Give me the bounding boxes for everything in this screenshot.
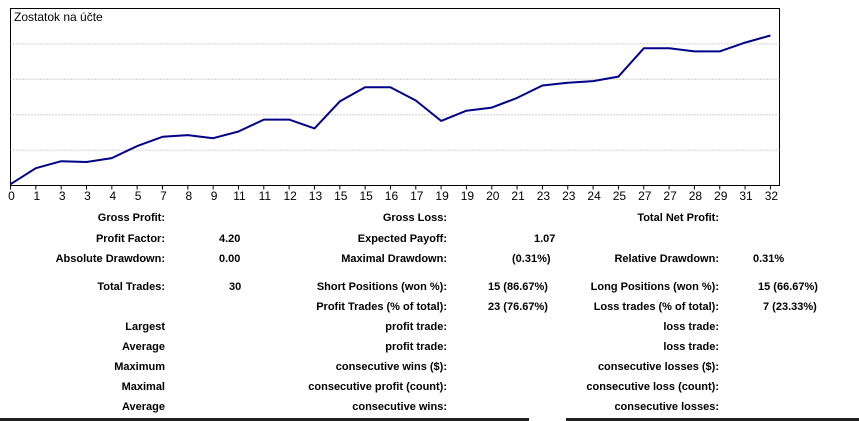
row-label-largest-loss: loss trade: [663, 321, 719, 333]
short-positions-value: 15 (86.67%) [488, 281, 548, 293]
absolute-drawdown-label: Absolute Drawdown: [55, 253, 165, 265]
profit-trades-label: Profit Trades (% of total): [316, 301, 447, 313]
short-positions-label: Short Positions (won %): [316, 281, 447, 293]
plot-area [10, 8, 780, 186]
row-label-largest-profit: profit trade: [385, 321, 447, 333]
row-label-maximum: Maximum [114, 361, 165, 373]
gross-loss-label: Gross Loss: [382, 212, 447, 224]
total-net-profit-label: Total Net Profit: [637, 212, 719, 224]
long-positions-label: Long Positions (won %): [590, 281, 719, 293]
row-label-average-consecutive: Average [121, 401, 165, 413]
long-positions-value: 15 (66.67%) [758, 281, 818, 293]
total-trades-value: 30 [229, 281, 242, 293]
x-tick-label-2: 3 [59, 189, 66, 203]
x-tick-label-23: 24 [587, 189, 601, 203]
row-label-consecutive-loss-count: consecutive loss (count): [586, 381, 719, 393]
row-label-avg-consecutive-wins: consecutive wins: [352, 401, 447, 413]
x-tick-label-29: 31 [739, 189, 753, 203]
total-trades-label: Total Trades: [97, 281, 165, 293]
expected-payoff-value: 1.07 [534, 233, 556, 245]
x-tick-label-8: 9 [211, 189, 218, 203]
x-tick-label-20: 21 [511, 189, 525, 203]
absolute-drawdown-value: 0.00 [219, 253, 241, 265]
gross-profit-label: Gross Profit: [97, 212, 165, 224]
x-tick-label-28: 29 [714, 189, 728, 203]
loss-trades-value: 7 (23.33%) [763, 301, 817, 313]
x-tick-label-15: 16 [385, 189, 399, 203]
x-tick-label-9: 11 [233, 189, 246, 203]
x-tick-label-24: 25 [613, 189, 627, 203]
x-tick-label-18: 19 [461, 189, 475, 203]
row-label-largest: Largest [125, 321, 165, 333]
balance-chart: Zostatok na účte 0 1 3 3 4 5 7 8 9 11 11 12 13 15 15 16… [0, 0, 859, 206]
x-tick-label-4: 4 [109, 189, 116, 203]
series-layer [9, 34, 771, 186]
row-label-average-profit: profit trade: [385, 341, 447, 353]
x-tick-label-19: 20 [486, 189, 500, 203]
x-tick-label-3: 3 [84, 189, 91, 203]
x-tick-label-5: 5 [135, 189, 142, 203]
x-tick-label-6: 7 [160, 189, 167, 203]
balance-series-line-0 [9, 34, 771, 186]
chart-canvas: 0 1 3 3 4 5 7 8 9 11 11 12 13 15 15 16 17 19 19 20 21 23 23 24 2… [8, 8, 780, 203]
x-tick-label-1: 1 [33, 189, 40, 203]
row-label-average-loss: loss trade: [663, 341, 719, 353]
x-axis: 0 1 3 3 4 5 7 8 9 11 11 12 13 15 15 16 17 19 19 20 21 23 23 24 2… [8, 185, 779, 203]
row-label-average: Average [121, 341, 165, 353]
chart-grid [10, 43, 780, 151]
x-tick-label-16: 17 [410, 189, 424, 203]
profit-factor-value: 4.20 [219, 233, 241, 245]
x-tick-label-12: 13 [309, 189, 323, 203]
x-tick-label-14: 15 [359, 189, 373, 203]
x-tick-label-21: 23 [537, 189, 551, 203]
x-tick-label-13: 15 [334, 189, 348, 203]
x-tick-label-17: 19 [435, 189, 449, 203]
x-tick-label-30: 32 [765, 189, 779, 203]
x-tick-label-26: 27 [663, 189, 677, 203]
bottom-divider-right [566, 418, 859, 421]
x-tick-label-22: 23 [562, 189, 576, 203]
relative-drawdown-label: Relative Drawdown: [614, 253, 719, 265]
x-tick-label-11: 12 [283, 189, 297, 203]
profit-factor-label: Profit Factor: [95, 233, 165, 245]
expected-payoff-label: Expected Payoff: [357, 233, 447, 245]
maximal-drawdown-value: (0.31%) [512, 253, 551, 265]
relative-drawdown-value: 0.31% [753, 253, 785, 265]
chart-title: Zostatok na účte [14, 10, 103, 24]
x-tick-label-27: 28 [689, 189, 703, 203]
x-tick-label-7: 8 [185, 189, 192, 203]
row-label-maximal: Maximal [121, 381, 165, 393]
row-label-max-consecutive-losses: consecutive losses ($): [597, 361, 719, 373]
bottom-divider-left [0, 418, 529, 421]
row-label-consecutive-profit-count: consecutive profit (count): [308, 381, 447, 393]
x-tick-label-0: 0 [8, 189, 15, 203]
row-label-avg-consecutive-losses: consecutive losses: [614, 401, 719, 413]
profit-trades-value: 23 (76.67%) [488, 301, 548, 313]
row-label-max-consecutive-wins: consecutive wins ($): [335, 361, 447, 373]
loss-trades-label: Loss trades (% of total): [593, 301, 719, 313]
x-tick-label-10: 11 [259, 189, 272, 203]
maximal-drawdown-label: Maximal Drawdown: [341, 253, 447, 265]
x-tick-label-25: 27 [638, 189, 652, 203]
